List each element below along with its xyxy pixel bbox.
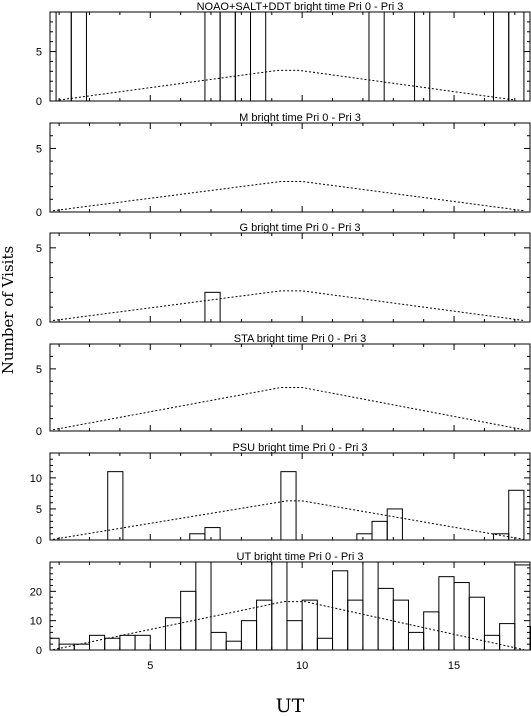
histogram-bar (189, 533, 206, 541)
histogram-bar (414, 11, 431, 102)
histogram-bar (204, 527, 221, 541)
expected-curve (52, 601, 525, 651)
histogram-bar (332, 570, 349, 651)
x-tick-label: 5 (147, 660, 153, 672)
panel-frame (49, 232, 531, 323)
y-axis-label: Number of Visits (0, 246, 17, 374)
panel-title: STA bright time Pri 0 - Pri 3 (234, 333, 366, 345)
x-axis-label: UT (276, 695, 305, 716)
y-tick-label: 10 (30, 616, 42, 628)
x-tick-label: 10 (296, 660, 308, 672)
y-tick-label: 10 (30, 473, 42, 485)
panel-title: PSU bright time Pri 0 - Pri 3 (232, 442, 367, 454)
histogram-bar (204, 291, 221, 323)
histogram-bar (347, 599, 364, 651)
x-tick-label: 15 (448, 660, 460, 672)
y-tick-label: 0 (36, 207, 42, 219)
chart-panel-3: G bright time Pri 0 - Pri 3 0 5 (36, 222, 531, 329)
panel-frame (49, 343, 531, 432)
panel-title: NOAO+SALT+DDT bright time Pri 0 - Pri 3 (197, 1, 404, 13)
histogram-bar (493, 11, 510, 102)
panel-title: M bright time Pri 0 - Pri 3 (239, 112, 361, 124)
histogram-bar (453, 582, 470, 651)
histogram-bar (362, 561, 379, 651)
histogram-bar (55, 11, 72, 102)
chart-panel-4: STA bright time Pri 0 - Pri 3 0 5 (36, 333, 531, 438)
panel-frame (49, 452, 531, 541)
histogram-bar (468, 596, 485, 651)
histogram-bar (356, 533, 373, 541)
chart-panel-6: UT bright time Pri 0 - Pri 3 5 10 15 0 10 20 (30, 551, 531, 672)
histogram-bar (234, 11, 252, 102)
histogram-bar (386, 508, 403, 541)
histogram-bar (180, 590, 197, 651)
histogram-bar (301, 599, 318, 651)
histogram-bar (256, 599, 273, 651)
histogram-bar (280, 471, 297, 541)
y-tick-label: 0 (36, 535, 42, 547)
chart-panel-5: PSU bright time Pri 0 - Pri 3 0 5 10 (30, 442, 531, 547)
y-tick-label: 0 (36, 426, 42, 438)
histogram-bar (392, 599, 409, 651)
histogram-bar (514, 564, 531, 651)
y-tick-label: 0 (36, 317, 42, 329)
histogram-bar (70, 11, 87, 102)
expected-curve (52, 290, 524, 322)
expected-curve (52, 387, 525, 431)
histogram-bar (219, 11, 236, 102)
histogram-bar (225, 640, 242, 651)
histogram-bar (508, 11, 525, 102)
histogram-bar (407, 631, 425, 651)
histogram-bar (316, 637, 334, 651)
panel-stack: NOAO+SALT+DDT bright time Pri 0 - Pri 3 0… (30, 1, 531, 672)
expected-curve (52, 180, 524, 212)
y-tick-label: 5 (36, 243, 42, 255)
histogram-bar (368, 11, 385, 102)
histogram-bar (250, 11, 267, 102)
histogram-bar (164, 617, 182, 651)
histogram-bar (423, 611, 440, 651)
histogram-bar (438, 576, 455, 651)
histogram-bar (104, 637, 121, 651)
chart-panel-1: NOAO+SALT+DDT bright time Pri 0 - Pri 3 0… (36, 1, 531, 108)
histogram-bar (271, 561, 288, 651)
y-tick-label: 5 (36, 504, 42, 516)
panel-title: G bright time Pri 0 - Pri 3 (239, 222, 360, 234)
histogram-bar (88, 634, 106, 651)
histogram-bar (499, 623, 516, 651)
histogram-bar (195, 561, 212, 651)
histogram-bar (286, 620, 303, 651)
histogram-bar (377, 587, 394, 651)
histogram-bar (204, 11, 221, 102)
y-tick-label: 20 (30, 586, 42, 598)
panel-frame (49, 561, 531, 651)
y-tick-label: 5 (36, 364, 42, 376)
expected-curve (52, 500, 525, 540)
histogram-bar (508, 489, 525, 541)
panel-frame (49, 11, 531, 102)
histogram-bar (210, 631, 227, 651)
y-tick-label: 0 (36, 96, 42, 108)
panel-title: UT bright time Pri 0 - Pri 3 (237, 551, 364, 563)
chart-panel-2: M bright time Pri 0 - Pri 3 0 5 (36, 112, 531, 219)
histogram-bar (240, 620, 258, 651)
panel-frame (49, 122, 531, 213)
histogram-bar (134, 634, 151, 651)
y-tick-label: 5 (36, 143, 42, 155)
y-tick-label: 0 (36, 645, 42, 657)
histogram-bar (371, 520, 388, 541)
y-tick-label: 5 (36, 47, 42, 59)
histogram-bar (119, 634, 136, 651)
expected-curve (59, 69, 515, 101)
